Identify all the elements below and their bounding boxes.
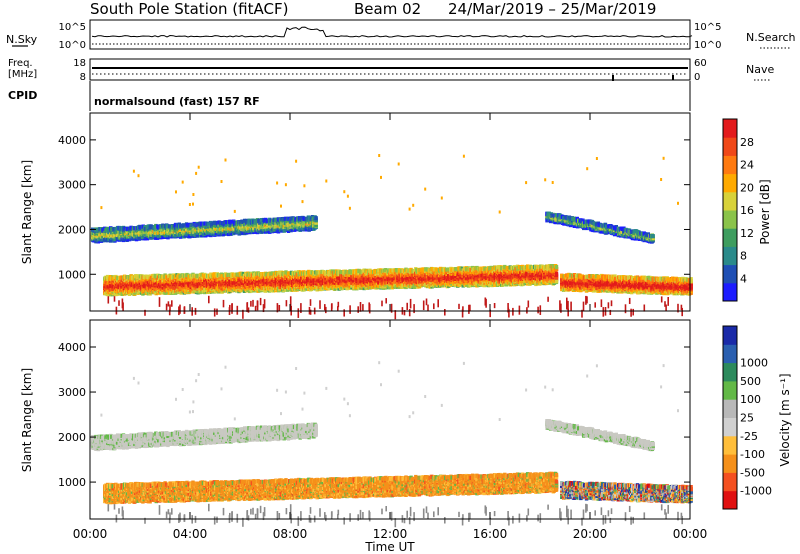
nsky-series <box>92 27 692 37</box>
nsearch-tick-top: 10^5 <box>694 22 721 33</box>
nsky-tick-bottom: 10^0 <box>59 40 86 51</box>
freq-tick-bottom: 8 <box>80 72 86 83</box>
station-title: South Pole Station (fitACF) <box>90 0 288 18</box>
freq-label: Freq. <box>8 58 33 69</box>
nave-spike <box>672 75 674 80</box>
nsearch-tick-bottom: 10^0 <box>694 40 721 51</box>
nsearch-label: N.Search <box>746 31 796 44</box>
freq-unit-label: [MHz] <box>8 69 37 80</box>
nsky-panel: N.Sky 10^5 10^0 10^5 10^0 N.Search <box>6 20 796 51</box>
nsky-tick-top: 10^5 <box>59 22 86 33</box>
beam-label: Beam 02 <box>354 0 421 18</box>
date-range: 24/Mar/2019 – 25/Mar/2019 <box>448 0 656 18</box>
cpid-value: normalsound (fast) 157 RF <box>94 95 260 108</box>
freq-panel: Freq. [MHz] 18 8 60 0 Nave <box>8 58 774 83</box>
nave-tick-top: 60 <box>694 58 707 69</box>
cpid-panel: CPID normalsound (fast) 157 RF <box>8 81 690 111</box>
nsky-frame <box>90 20 690 49</box>
freq-frame <box>90 59 690 80</box>
nave-tick-bottom: 0 <box>694 72 700 83</box>
nave-spike <box>612 75 614 81</box>
nave-label: Nave <box>746 63 774 76</box>
nsky-label: N.Sky <box>6 33 38 46</box>
power-plot-area <box>91 154 693 319</box>
rti-figure: South Pole Station (fitACF) Beam 02 24/M… <box>0 0 800 554</box>
freq-tick-top: 18 <box>73 58 86 69</box>
cpid-label: CPID <box>8 89 37 102</box>
